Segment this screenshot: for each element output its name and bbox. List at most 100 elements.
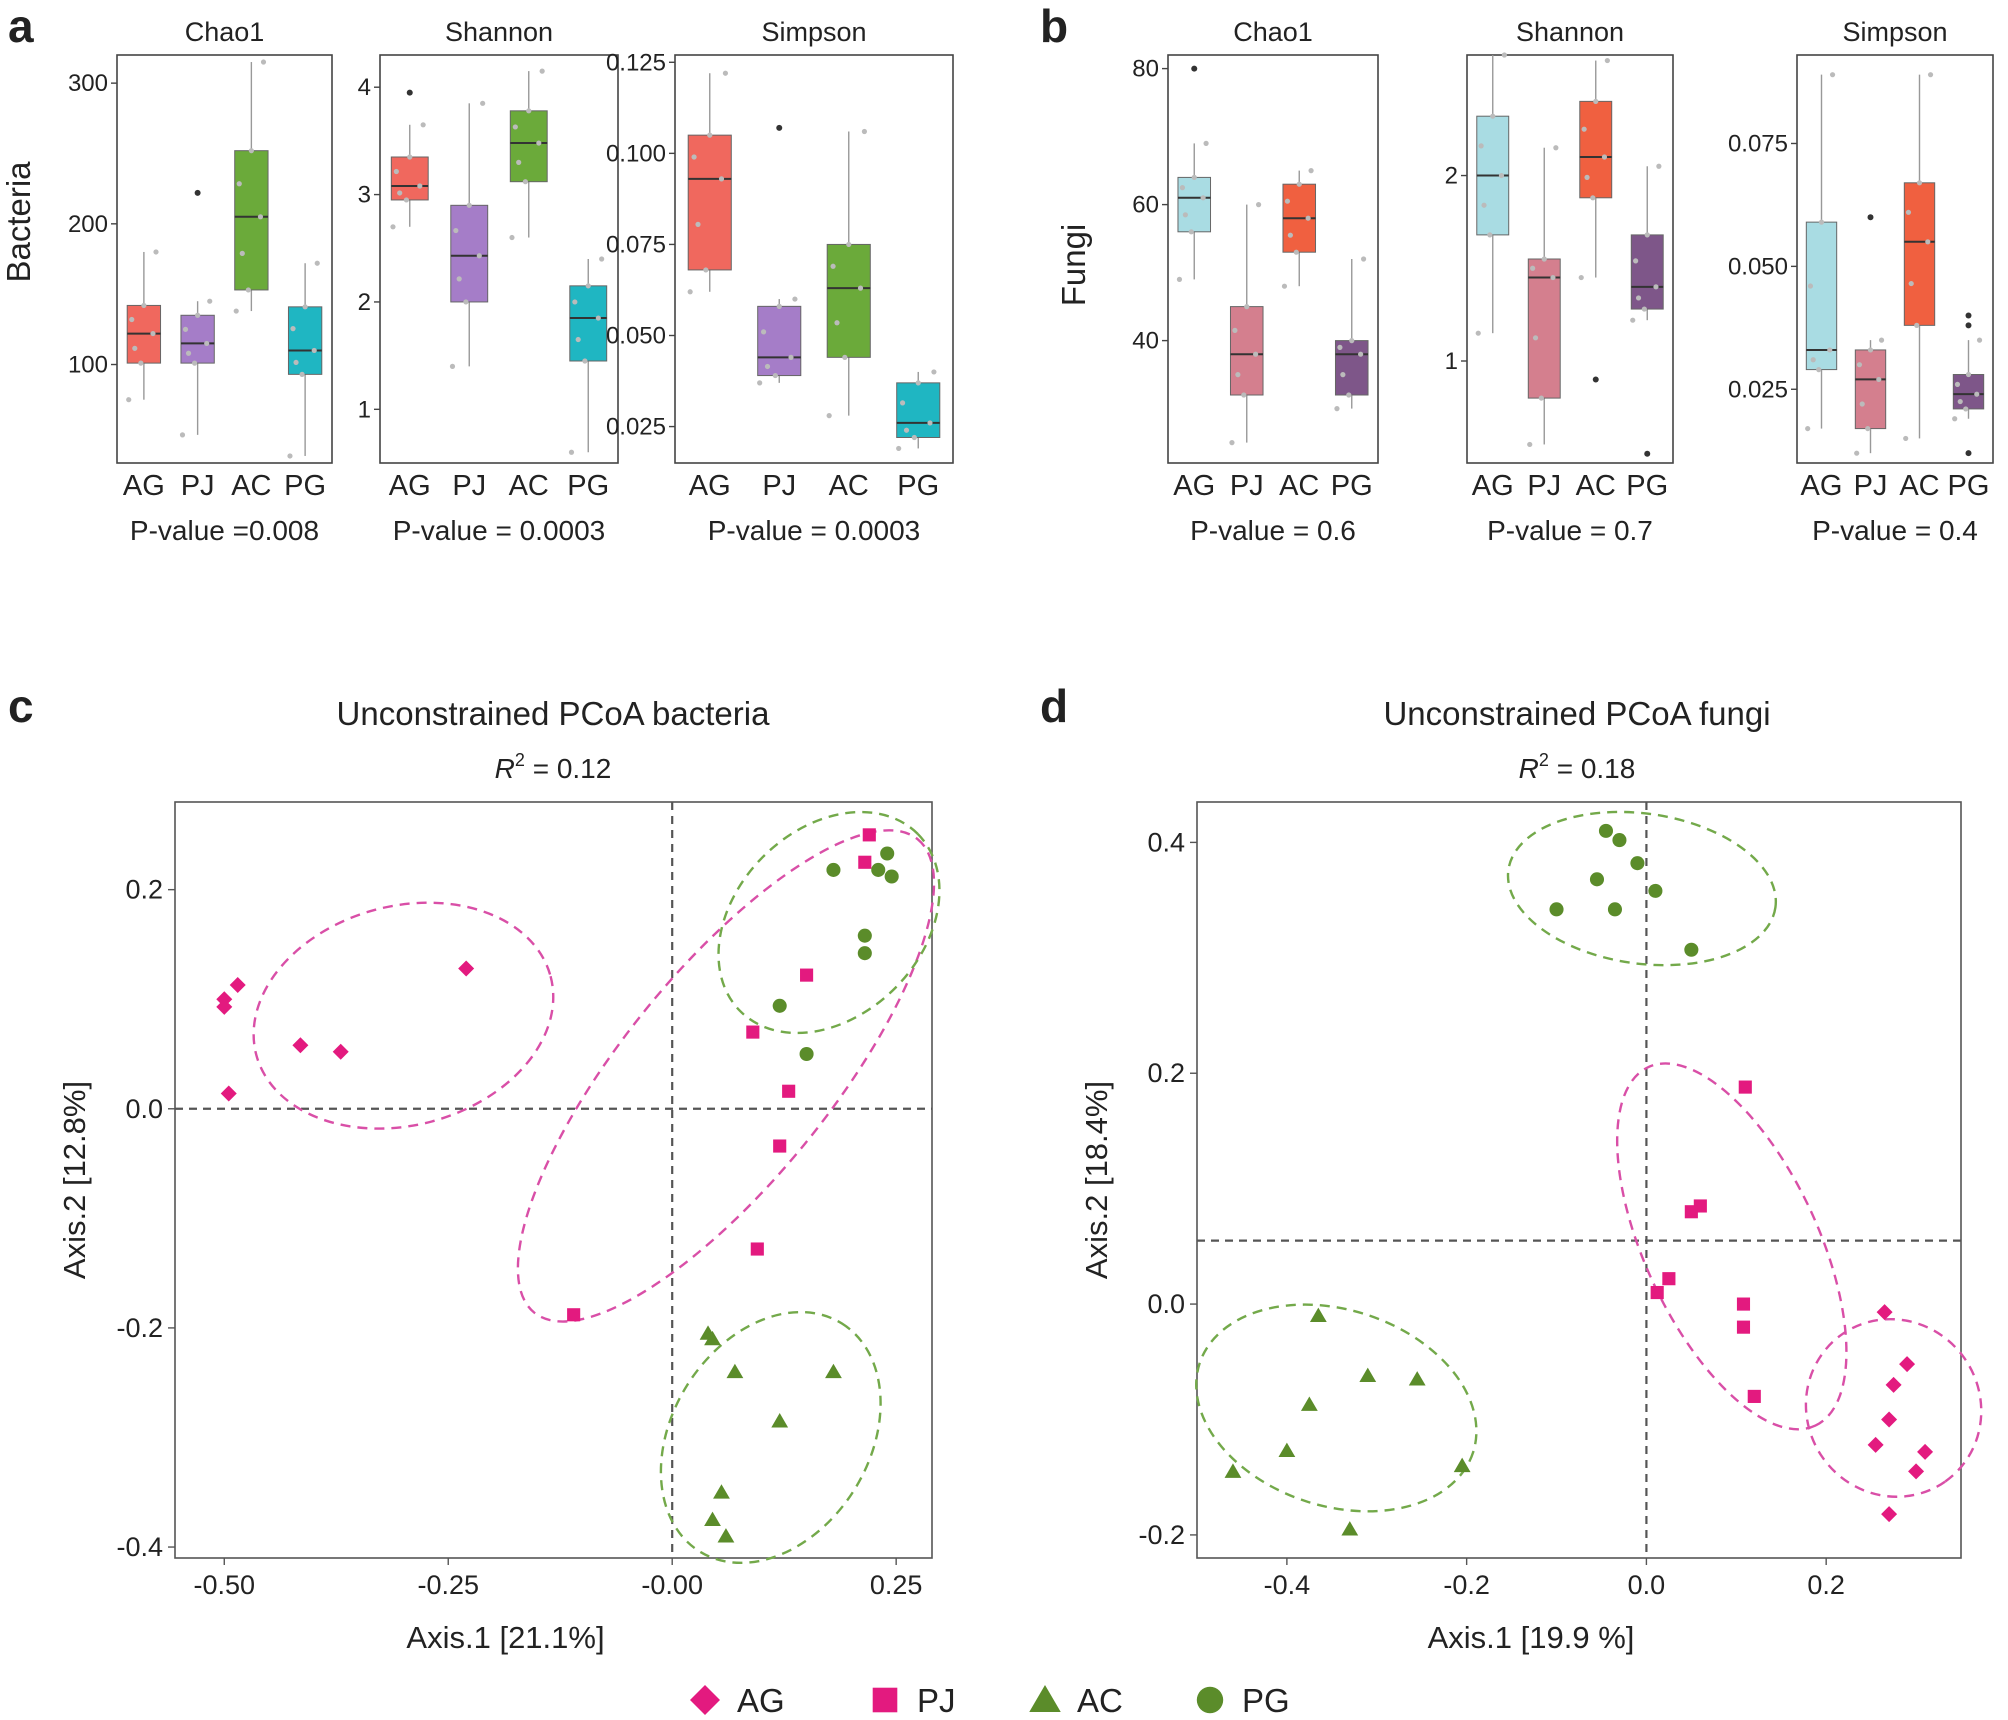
jitter-point bbox=[1360, 256, 1367, 262]
jitter-point bbox=[896, 445, 902, 452]
point-AC bbox=[1278, 1442, 1296, 1458]
x-category-label: PJ bbox=[1527, 470, 1561, 502]
jitter-point bbox=[1337, 344, 1343, 350]
jitter-point bbox=[718, 176, 725, 182]
point-AG bbox=[458, 960, 475, 977]
point-PJ bbox=[773, 1139, 787, 1153]
jitter-point bbox=[302, 304, 308, 310]
jitter-point bbox=[239, 250, 245, 256]
y-tick-label: -0.2 bbox=[1138, 1520, 1185, 1550]
box-PJ bbox=[1527, 258, 1561, 399]
jitter-point bbox=[480, 100, 486, 106]
point-AG bbox=[1881, 1506, 1898, 1523]
jitter-point bbox=[179, 432, 186, 438]
point-AG bbox=[1885, 1376, 1902, 1393]
jitter-point bbox=[792, 296, 798, 302]
x-axis-label: Axis.1 [21.1%] bbox=[406, 1620, 604, 1655]
x-category-label: AC bbox=[1279, 470, 1319, 502]
jitter-point bbox=[1584, 174, 1590, 180]
x-tick-label: -0.50 bbox=[193, 1570, 255, 1600]
plot-frame bbox=[174, 801, 933, 1559]
x-category-label: AC bbox=[1576, 470, 1616, 502]
plot-frame bbox=[1466, 54, 1674, 464]
y-tick-label: 0.0 bbox=[1147, 1289, 1185, 1319]
point-AC bbox=[771, 1413, 789, 1428]
point-PJ bbox=[858, 855, 872, 869]
jitter-point bbox=[449, 363, 456, 369]
jitter-point bbox=[1957, 398, 1963, 405]
jitter-point bbox=[931, 369, 937, 375]
p-value: P-value = 0.6 bbox=[1190, 515, 1356, 546]
point-AC bbox=[1359, 1367, 1377, 1383]
point-AG bbox=[216, 998, 233, 1015]
jitter-point bbox=[397, 190, 403, 196]
y-tick-label: 300 bbox=[68, 70, 108, 97]
point-PJ bbox=[1662, 1272, 1676, 1286]
box-PG bbox=[896, 382, 941, 439]
point-PG bbox=[884, 869, 899, 884]
y-tick-label: -0.4 bbox=[116, 1532, 163, 1562]
y-tick-label: 80 bbox=[1132, 56, 1159, 83]
x-category-label: AG bbox=[689, 470, 731, 502]
outlier-point bbox=[1965, 450, 1972, 457]
point-PJ bbox=[1747, 1389, 1761, 1403]
jitter-point bbox=[1816, 367, 1822, 373]
jitter-point bbox=[772, 372, 778, 379]
panel-letter-b: b bbox=[1040, 0, 1068, 52]
x-category-label: AC bbox=[829, 470, 869, 502]
jitter-point bbox=[393, 168, 399, 175]
x-category-label: PG bbox=[1948, 470, 1990, 502]
jitter-point bbox=[1244, 304, 1250, 310]
box-AC bbox=[234, 150, 269, 291]
jitter-point bbox=[536, 140, 542, 146]
y-tick-label: 2 bbox=[1445, 163, 1458, 190]
jitter-point bbox=[1810, 357, 1816, 363]
x-category-label: AG bbox=[389, 470, 431, 502]
panel-letter-c: c bbox=[8, 680, 34, 732]
jitter-point bbox=[857, 285, 864, 291]
jitter-point bbox=[1541, 256, 1547, 262]
jitter-point bbox=[1914, 322, 1920, 328]
outlier-point bbox=[1965, 312, 1972, 319]
x-category-label: PJ bbox=[181, 470, 215, 502]
jitter-point bbox=[776, 303, 782, 309]
jitter-point bbox=[245, 287, 251, 293]
outlier-point bbox=[194, 189, 201, 196]
y-tick-label: 1 bbox=[1445, 348, 1458, 375]
jitter-point bbox=[522, 179, 528, 185]
jitter-point bbox=[572, 299, 578, 305]
box-PG bbox=[1630, 234, 1664, 310]
p-value: P-value = 0.4 bbox=[1812, 515, 1978, 546]
jitter-point bbox=[575, 336, 581, 343]
box-PJ bbox=[1854, 349, 1887, 430]
jitter-point bbox=[1974, 391, 1980, 397]
jitter-point bbox=[1604, 57, 1610, 64]
point-PG bbox=[826, 862, 841, 877]
jitter-point bbox=[722, 70, 729, 76]
point-AG bbox=[1917, 1443, 1934, 1460]
outlier-point bbox=[1965, 322, 1972, 329]
boxplot-fungi-shannon: Shannon 1 2 AG PJ AC PG P-value = 0.7 bbox=[1445, 17, 1674, 546]
jitter-point bbox=[185, 350, 192, 356]
x-tick-label: 0.2 bbox=[1807, 1570, 1845, 1600]
y-tick-label: 0.2 bbox=[125, 875, 163, 905]
chart-title: Shannon bbox=[445, 17, 553, 47]
y-tick-label: 60 bbox=[1132, 192, 1159, 219]
boxplot-fungi-simpson: Simpson 0.025 0.050 0.075 AG PJ AC PG P-value = … bbox=[1728, 17, 1994, 546]
jitter-point bbox=[599, 256, 605, 262]
jitter-point bbox=[1200, 195, 1206, 201]
jitter-point bbox=[1859, 401, 1865, 407]
jitter-point bbox=[1293, 249, 1299, 255]
jitter-point bbox=[191, 360, 198, 366]
jitter-point bbox=[311, 347, 317, 354]
outlier-point bbox=[776, 124, 783, 131]
chart-title: Chao1 bbox=[1233, 17, 1313, 47]
jitter-point bbox=[420, 122, 426, 128]
jitter-point bbox=[233, 308, 239, 314]
jitter-point bbox=[1641, 306, 1647, 312]
point-PJ bbox=[1650, 1285, 1664, 1300]
jitter-point bbox=[1229, 440, 1235, 446]
r-squared: R2 = 0.18 bbox=[1519, 750, 1636, 784]
x-category-label: PJ bbox=[452, 470, 486, 502]
jitter-point bbox=[1179, 185, 1186, 191]
